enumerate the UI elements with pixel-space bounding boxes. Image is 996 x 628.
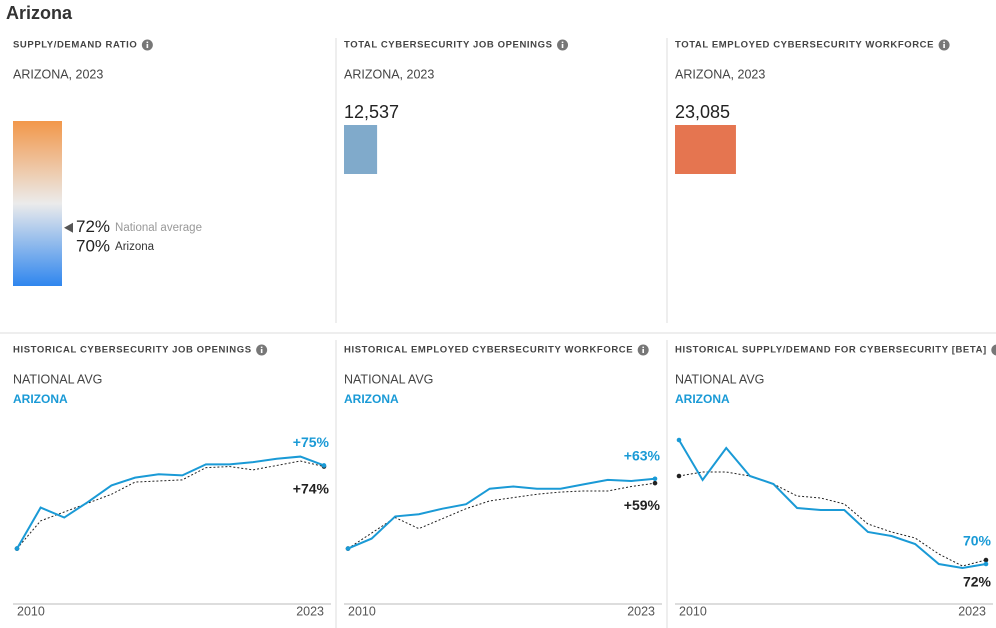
point	[676, 473, 682, 479]
point	[652, 476, 658, 482]
info-icon	[991, 344, 996, 356]
info-icon-glyph	[260, 349, 263, 353]
end-label: 70%	[963, 533, 992, 549]
info-icon-glyph	[260, 346, 263, 349]
panel-title: HISTORICAL EMPLOYED CYBERSECURITY WORKFO…	[344, 345, 633, 356]
category-label: National average	[115, 222, 202, 234]
legend-label: ARIZONA	[344, 392, 399, 406]
end-label: +59%	[624, 497, 661, 513]
legend-label: NATIONAL AVG	[675, 372, 764, 386]
info-icon-glyph	[561, 44, 564, 48]
end-label: 72%	[963, 574, 992, 590]
panel-subtitle: ARIZONA, 2023	[13, 67, 103, 81]
point	[652, 480, 658, 486]
value-label: 70%	[76, 237, 110, 256]
info-icon-glyph	[943, 41, 945, 44]
legend-label: NATIONAL AVG	[344, 372, 433, 386]
point	[676, 437, 682, 443]
panel-subtitle: ARIZONA, 2023	[344, 67, 434, 81]
x-tick-label: 2010	[348, 604, 376, 618]
info-icon-glyph	[943, 44, 945, 48]
legend-label: ARIZONA	[13, 392, 68, 406]
info-icon-glyph	[642, 346, 644, 349]
x-tick-label: 2010	[17, 604, 45, 618]
legend-label: NATIONAL AVG	[13, 372, 102, 386]
gradient-bar	[13, 121, 62, 286]
point	[983, 557, 989, 563]
point	[321, 463, 327, 468]
panel-title: TOTAL EMPLOYED CYBERSECURITY WORKFORCE	[675, 40, 934, 51]
info-icon-glyph	[561, 41, 564, 44]
value-label: 72%	[76, 217, 110, 236]
line	[347, 477, 656, 550]
value-label: 23,085	[675, 102, 730, 122]
x-tick-label: 2023	[958, 604, 986, 618]
panel-title: HISTORICAL CYBERSECURITY JOB OPENINGS	[13, 345, 252, 356]
panel-title: TOTAL CYBERSECURITY JOB OPENINGS	[344, 40, 553, 51]
line	[16, 455, 325, 550]
info-icon-glyph	[146, 44, 149, 48]
info-icon-glyph	[642, 349, 644, 353]
point	[345, 546, 351, 551]
marker	[64, 222, 73, 233]
line	[678, 471, 987, 567]
info-icon-glyph	[146, 41, 149, 44]
x-tick-label: 2010	[679, 604, 707, 618]
end-label: +75%	[293, 434, 330, 450]
panel-title: SUPPLY/DEMAND RATIO	[13, 40, 137, 51]
x-tick-label: 2023	[627, 604, 655, 618]
legend-label: ARIZONA	[675, 392, 730, 406]
bar	[344, 125, 378, 174]
panel-title: HISTORICAL SUPPLY/DEMAND FOR CYBERSECURI…	[675, 345, 987, 356]
line	[678, 439, 987, 570]
line	[16, 460, 325, 549]
panel-subtitle: ARIZONA, 2023	[675, 67, 765, 81]
x-tick-label: 2023	[296, 604, 324, 618]
point	[14, 546, 20, 551]
point	[983, 561, 989, 567]
value-label: 12,537	[344, 102, 399, 122]
line	[347, 482, 656, 549]
bar	[675, 125, 736, 174]
category-label: Arizona	[115, 241, 155, 253]
page-title: Arizona	[6, 3, 73, 23]
end-label: +74%	[293, 480, 330, 496]
end-label: +63%	[624, 447, 661, 463]
